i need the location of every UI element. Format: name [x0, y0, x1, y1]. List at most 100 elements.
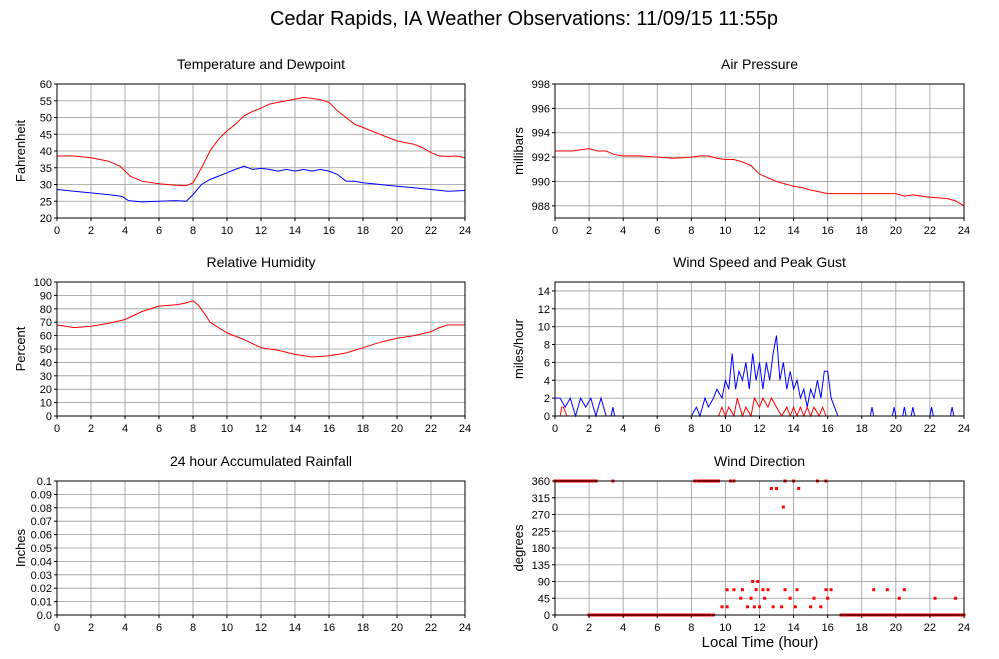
data-point: [756, 580, 760, 583]
data-point: [740, 588, 744, 592]
chart-title: Temperature and Dewpoint: [177, 56, 345, 72]
x-tick-label: 22: [425, 622, 437, 634]
x-tick-label: 12: [753, 622, 765, 634]
data-point: [781, 505, 785, 509]
y-tick-label: 0.03: [31, 570, 52, 582]
x-tick-label: 4: [620, 225, 626, 237]
y-tick-label: 180: [532, 543, 550, 555]
x-tick-label: 22: [425, 423, 437, 435]
y-axis-label: miles/hour: [511, 318, 526, 379]
data-point: [795, 588, 799, 592]
x-tick-label: 0: [552, 423, 558, 435]
data-point: [797, 486, 801, 490]
x-tick-label: 10: [719, 225, 731, 237]
data-point: [766, 588, 770, 592]
y-tick-label: 20: [40, 384, 52, 396]
x-tick-label: 12: [753, 423, 765, 435]
x-tick-label: 2: [586, 622, 592, 634]
y-tick-label: 10: [538, 322, 550, 334]
x-tick-label: 4: [620, 423, 626, 435]
data-point: [771, 605, 775, 609]
y-tick-label: 50: [40, 344, 52, 356]
x-tick-label: 14: [289, 225, 301, 237]
data-point: [783, 588, 787, 592]
y-tick-label: 12: [538, 304, 550, 316]
data-point: [902, 588, 906, 592]
x-axis-caption: Local Time (hour): [701, 634, 819, 651]
x-tick-label: 24: [459, 225, 471, 237]
x-tick-label: 10: [719, 423, 731, 435]
x-tick-label: 0: [54, 225, 60, 237]
x-tick-label: 6: [156, 622, 162, 634]
y-tick-label: 45: [40, 129, 52, 141]
series-line-2: [56, 165, 466, 203]
x-tick-label: 20: [890, 225, 902, 237]
data-point: [809, 605, 813, 609]
x-tick-label: 6: [654, 423, 660, 435]
y-tick-label: 0.02: [31, 583, 52, 595]
y-tick-label: 0.04: [31, 556, 52, 568]
y-tick-label: 990: [532, 176, 550, 188]
y-tick-label: 0: [544, 411, 550, 423]
x-tick-label: 18: [357, 622, 369, 634]
y-tick-label: 60: [40, 79, 52, 91]
y-tick-label: 0.01: [31, 597, 52, 609]
y-tick-label: 40: [40, 146, 52, 158]
data-point: [749, 596, 753, 600]
x-tick-label: 8: [688, 225, 694, 237]
y-axis-label: Percent: [13, 326, 28, 371]
data-point: [824, 588, 828, 592]
x-tick-label: 2: [586, 225, 592, 237]
y-tick-label: 270: [532, 510, 550, 522]
x-tick-label: 20: [391, 423, 403, 435]
data-point: [826, 596, 830, 600]
data-point: [780, 605, 784, 609]
y-tick-label: 90: [40, 290, 52, 302]
x-tick-label: 2: [88, 423, 94, 435]
x-tick-label: 16: [822, 423, 834, 435]
x-tick-label: 10: [221, 622, 233, 634]
y-tick-label: 60: [40, 331, 52, 343]
data-point: [769, 486, 773, 490]
x-tick-label: 4: [122, 225, 128, 237]
x-tick-label: 8: [190, 423, 196, 435]
x-tick-label: 6: [654, 622, 660, 634]
y-axis-label: millibars: [511, 127, 526, 175]
x-tick-label: 10: [719, 622, 731, 634]
page-title: Cedar Rapids, IA Weather Observations: 1…: [269, 8, 779, 30]
data-point: [763, 596, 767, 600]
data-point: [739, 596, 743, 600]
data-point: [933, 596, 937, 600]
y-tick-label: 35: [40, 163, 52, 175]
x-tick-label: 12: [255, 622, 267, 634]
data-point: [725, 605, 729, 609]
x-tick-label: 20: [890, 423, 902, 435]
x-tick-label: 14: [289, 423, 301, 435]
x-tick-label: 20: [391, 225, 403, 237]
x-tick-label: 18: [856, 423, 868, 435]
y-tick-label: 0.1: [37, 476, 52, 488]
y-tick-label: 135: [532, 560, 550, 572]
x-tick-label: 4: [122, 423, 128, 435]
y-tick-label: 20: [40, 213, 52, 225]
x-tick-label: 14: [787, 225, 799, 237]
chart-title: Wind Direction: [714, 453, 805, 469]
x-tick-label: 2: [88, 225, 94, 237]
y-tick-label: 25: [40, 196, 52, 208]
y-tick-label: 14: [538, 286, 550, 298]
chart-title: Relative Humidity: [207, 254, 316, 270]
x-tick-label: 6: [654, 225, 660, 237]
x-tick-label: 14: [787, 622, 799, 634]
data-point: [746, 605, 750, 609]
y-tick-label: 55: [40, 96, 52, 108]
y-tick-label: 0.05: [31, 543, 52, 555]
x-tick-label: 22: [924, 622, 936, 634]
x-tick-label: 24: [958, 622, 970, 634]
x-tick-label: 4: [122, 622, 128, 634]
data-point: [754, 588, 758, 592]
y-tick-label: 6: [544, 357, 550, 369]
